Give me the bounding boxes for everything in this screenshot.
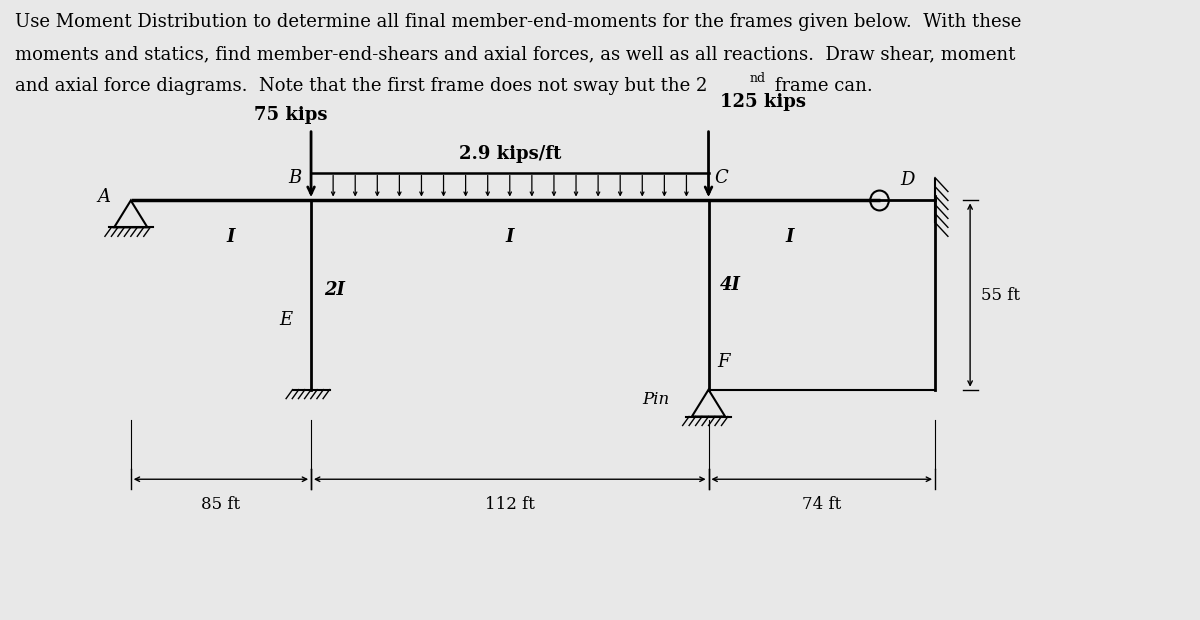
Text: A: A	[97, 187, 110, 205]
Text: moments and statics, find member-end-shears and axial forces, as well as all rea: moments and statics, find member-end-she…	[16, 45, 1015, 63]
Text: I: I	[226, 228, 234, 246]
Text: I: I	[505, 228, 514, 246]
Text: B: B	[288, 169, 302, 187]
Text: 2I: 2I	[324, 281, 344, 299]
Text: 2.9 kips/ft: 2.9 kips/ft	[458, 144, 560, 162]
Text: D: D	[900, 170, 914, 188]
Text: 85 ft: 85 ft	[202, 496, 240, 513]
Text: frame can.: frame can.	[769, 77, 872, 95]
Text: nd: nd	[749, 72, 766, 85]
Text: 112 ft: 112 ft	[485, 496, 535, 513]
Text: I: I	[785, 228, 793, 246]
Text: 4I: 4I	[720, 276, 740, 294]
Text: Use Moment Distribution to determine all final member-end-moments for the frames: Use Moment Distribution to determine all…	[16, 14, 1021, 32]
Text: 75 kips: 75 kips	[253, 106, 328, 124]
Text: and axial force diagrams.  Note that the first frame does not sway but the 2: and axial force diagrams. Note that the …	[16, 77, 708, 95]
Text: 125 kips: 125 kips	[720, 93, 805, 111]
Text: E: E	[280, 311, 293, 329]
Text: 74 ft: 74 ft	[802, 496, 841, 513]
Text: 55 ft: 55 ft	[982, 286, 1020, 304]
Text: C: C	[714, 169, 728, 187]
Text: F: F	[718, 353, 731, 371]
Text: Pin: Pin	[642, 391, 670, 408]
